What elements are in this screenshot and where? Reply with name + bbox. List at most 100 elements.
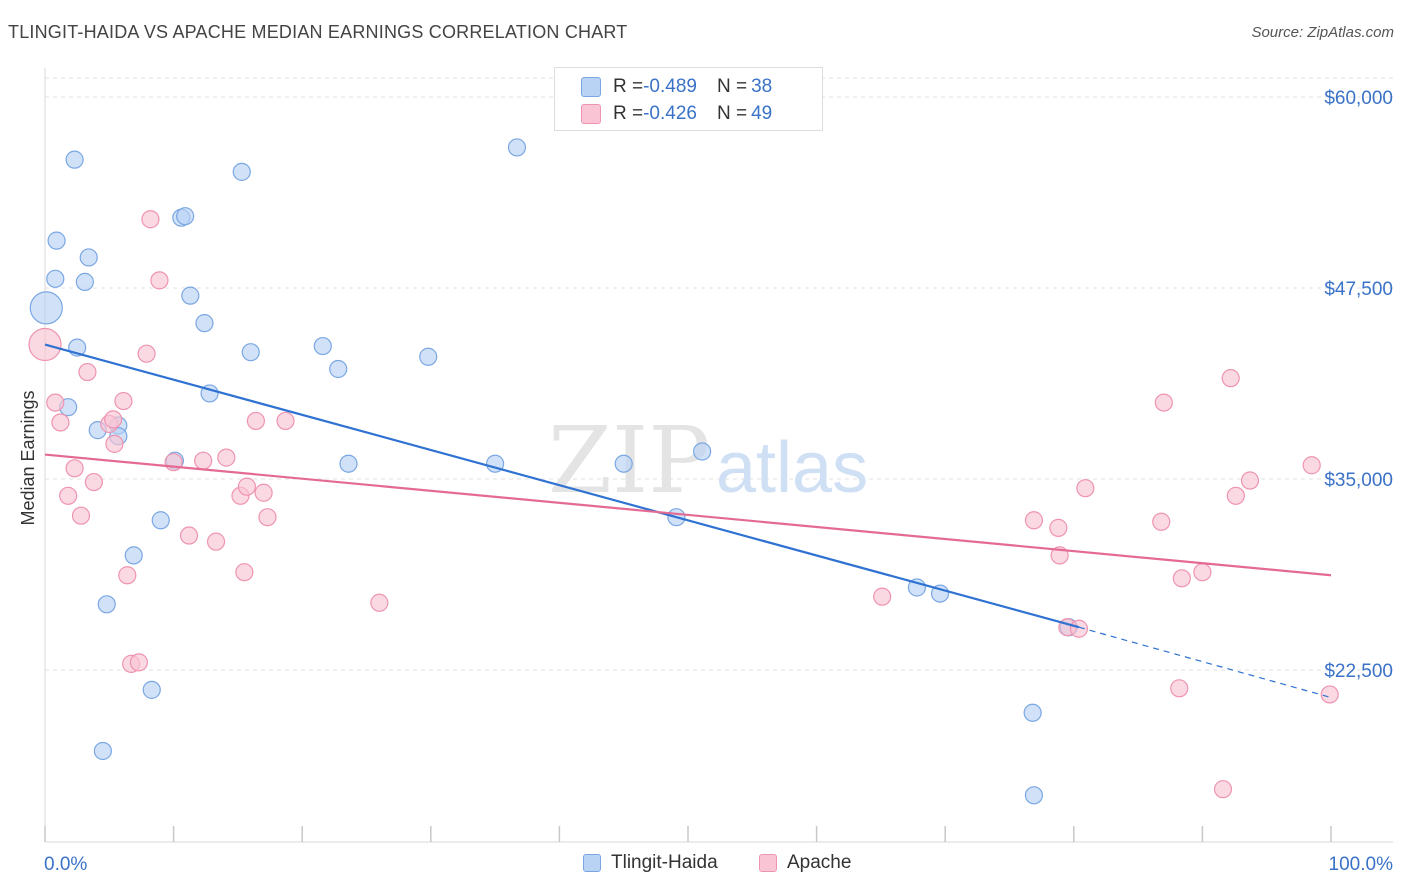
y-tick-label: $22,500 bbox=[1324, 661, 1393, 682]
tlingit-haida-trend-line bbox=[44, 343, 1080, 629]
apache-point bbox=[1172, 569, 1191, 588]
tlingit-haida-point bbox=[151, 511, 170, 530]
apache-point bbox=[59, 486, 78, 505]
apache-point bbox=[217, 448, 236, 467]
tlingit-haida-point bbox=[507, 138, 527, 157]
tlingit-haida-point bbox=[313, 336, 332, 356]
tlingit-haida-point bbox=[47, 231, 66, 250]
apache-point bbox=[78, 362, 97, 382]
apache-point bbox=[246, 411, 266, 431]
apache-point bbox=[206, 532, 226, 551]
apache-point bbox=[1154, 393, 1173, 412]
apache-point bbox=[118, 566, 137, 585]
apache-point bbox=[129, 653, 148, 672]
apache-point bbox=[1226, 486, 1245, 505]
tlingit-haida-point bbox=[339, 454, 358, 473]
legend-row-tlingit: R = -0.489 N = 38 bbox=[581, 75, 772, 99]
tlingit-haida-point bbox=[93, 741, 112, 761]
n-value: 49 bbox=[751, 103, 773, 124]
apache-swatch bbox=[581, 104, 601, 124]
apache-point bbox=[71, 506, 91, 525]
apache-point bbox=[237, 477, 257, 496]
apache-point bbox=[1170, 679, 1189, 698]
tlingit-swatch bbox=[581, 77, 601, 97]
tick-labels: $60,000 $47,500 $35,000 $22,500 0.0% 100.0% bbox=[44, 88, 1393, 875]
legend-row-apache: R = -0.426 N = 49 bbox=[581, 102, 772, 126]
apache-point bbox=[235, 563, 254, 582]
tlingit-haida-point bbox=[195, 314, 214, 333]
tlingit-swatch bbox=[583, 854, 601, 872]
apache-point bbox=[276, 411, 295, 431]
apache-point bbox=[258, 508, 277, 527]
r-label: R = bbox=[613, 103, 644, 124]
tlingit-haida-point bbox=[241, 343, 260, 362]
source-label: Source: ZipAtlas.com bbox=[1251, 24, 1394, 41]
apache-point bbox=[1069, 619, 1089, 638]
apache-point bbox=[84, 472, 103, 492]
correlation-legend: R = -0.489 N = 38 R = -0.426 N = 49 bbox=[554, 67, 823, 131]
tlingit-haida-point bbox=[181, 286, 200, 305]
watermark: ZIP atlas bbox=[548, 407, 868, 514]
tlingit-haida-point bbox=[614, 454, 633, 473]
n-label: N = bbox=[716, 103, 748, 124]
apache-point bbox=[1152, 512, 1171, 531]
apache-point bbox=[1221, 369, 1240, 388]
apache-swatch bbox=[759, 854, 777, 872]
legend-item-apache: Apache bbox=[759, 852, 851, 874]
watermark-atlas: atlas bbox=[716, 428, 868, 508]
y-tick-label: $47,500 bbox=[1324, 279, 1393, 300]
r-label: R = bbox=[613, 76, 644, 97]
tlingit-haida-point bbox=[142, 680, 161, 699]
tlingit-haida-point bbox=[46, 269, 65, 288]
apache-point bbox=[1240, 471, 1260, 490]
apache-point bbox=[1320, 685, 1339, 704]
tlingit-haida-point bbox=[1024, 786, 1044, 805]
n-value: 38 bbox=[751, 76, 773, 97]
apache-point bbox=[873, 587, 892, 606]
apache-point bbox=[254, 483, 273, 502]
tlingit-haida-point bbox=[79, 248, 98, 267]
series-legend: Tlingit-Haida Apache bbox=[0, 852, 1406, 878]
apache-point bbox=[51, 413, 70, 432]
y-axis-label: Median Earnings bbox=[18, 390, 38, 525]
tlingit-haida-point bbox=[419, 347, 438, 366]
tlingit-haida-point bbox=[693, 442, 712, 461]
tlingit-haida-point bbox=[1023, 703, 1042, 722]
y-tick-label: $35,000 bbox=[1324, 470, 1393, 491]
legend-label: Tlingit-Haida bbox=[611, 852, 718, 873]
apache-point bbox=[65, 459, 84, 478]
apache-point bbox=[1076, 479, 1095, 498]
r-value: -0.489 bbox=[643, 76, 697, 97]
apache-point bbox=[1193, 563, 1212, 582]
n-label: N = bbox=[716, 76, 748, 97]
apache-point bbox=[105, 434, 124, 453]
apache-point bbox=[137, 344, 156, 363]
r-value: -0.426 bbox=[643, 103, 697, 124]
apache-point bbox=[1024, 511, 1044, 530]
apache-point bbox=[1213, 780, 1233, 799]
apache-point bbox=[104, 410, 123, 429]
apache-point bbox=[1049, 518, 1068, 537]
tlingit-haida-point bbox=[329, 359, 348, 379]
chart-title: TLINGIT-HAIDA VS APACHE MEDIAN EARNINGS … bbox=[8, 22, 628, 42]
apache-point bbox=[150, 271, 169, 290]
x-tick-label: 100.0% bbox=[1329, 854, 1394, 875]
tlingit-haida-point bbox=[176, 207, 195, 226]
apache-point bbox=[141, 210, 160, 229]
tlingit-haida-point bbox=[232, 162, 251, 181]
tlingit-haida-point bbox=[29, 291, 63, 325]
tlingit-haida-point bbox=[75, 272, 94, 291]
x-tick-label: 0.0% bbox=[44, 854, 87, 875]
y-tick-label: $60,000 bbox=[1324, 88, 1393, 109]
apache-point bbox=[179, 526, 199, 545]
tlingit-haida-point bbox=[97, 595, 116, 614]
legend-item-tlingit-haida: Tlingit-Haida bbox=[583, 852, 718, 874]
apache-point bbox=[46, 393, 65, 412]
trend-lines bbox=[44, 343, 1332, 699]
tlingit-haida-trend-extension bbox=[1078, 626, 1332, 699]
apache-point bbox=[194, 451, 213, 470]
tlingit-haida-point bbox=[65, 150, 84, 169]
apache-point bbox=[1302, 456, 1321, 475]
apache-trend-line bbox=[44, 453, 1332, 577]
